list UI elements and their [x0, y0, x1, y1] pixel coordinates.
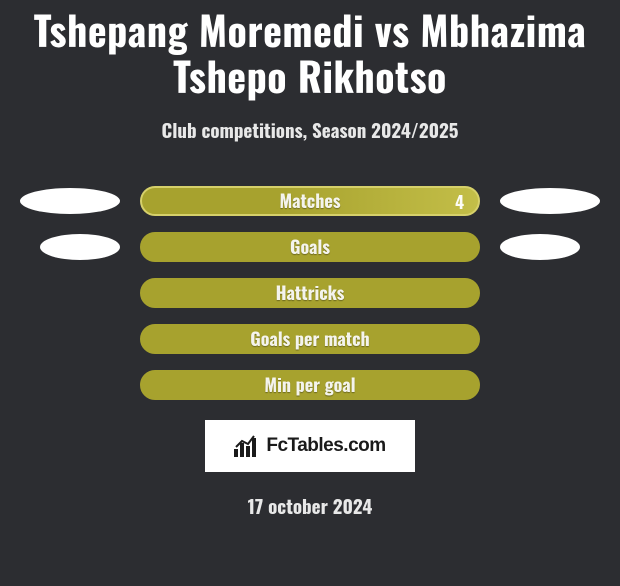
- stat-label: Hattricks: [276, 280, 345, 306]
- subtitle: Club competitions, Season 2024/2025: [10, 116, 610, 144]
- date-label: 17 october 2024: [10, 492, 610, 520]
- stat-label: Goals: [290, 234, 330, 260]
- stat-pill: Min per goal: [140, 370, 480, 400]
- left-ellipse: [40, 234, 120, 260]
- stat-pill: Goals: [140, 232, 480, 262]
- logo-box: FcTables.com: [205, 420, 415, 472]
- right-ellipse: [500, 188, 600, 214]
- stat-row: Goals: [10, 232, 610, 262]
- stat-label: Min per goal: [264, 372, 355, 398]
- stat-row: Min per goal: [10, 370, 610, 400]
- stat-pill: Hattricks: [140, 278, 480, 308]
- stat-label: Matches: [280, 188, 341, 214]
- stat-row: Matches 4: [10, 186, 610, 216]
- page-title: Tshepang Moremedi vs Mbhazima Tshepo Rik…: [10, 6, 610, 98]
- stat-right-value: 4: [455, 189, 464, 214]
- comparison-infographic: Tshepang Moremedi vs Mbhazima Tshepo Rik…: [0, 6, 620, 520]
- logo-text: FcTables.com: [266, 435, 385, 457]
- left-ellipse: [20, 188, 120, 214]
- stat-pill: Goals per match: [140, 324, 480, 354]
- stat-label: Goals per match: [250, 326, 369, 352]
- right-ellipse: [500, 234, 580, 260]
- stat-pill: Matches 4: [140, 186, 480, 216]
- stat-row: Hattricks: [10, 278, 610, 308]
- logo-bars-icon: [234, 435, 260, 457]
- stat-row: Goals per match: [10, 324, 610, 354]
- stats-list: Matches 4 Goals Hattricks Goals per match Min…: [10, 186, 610, 400]
